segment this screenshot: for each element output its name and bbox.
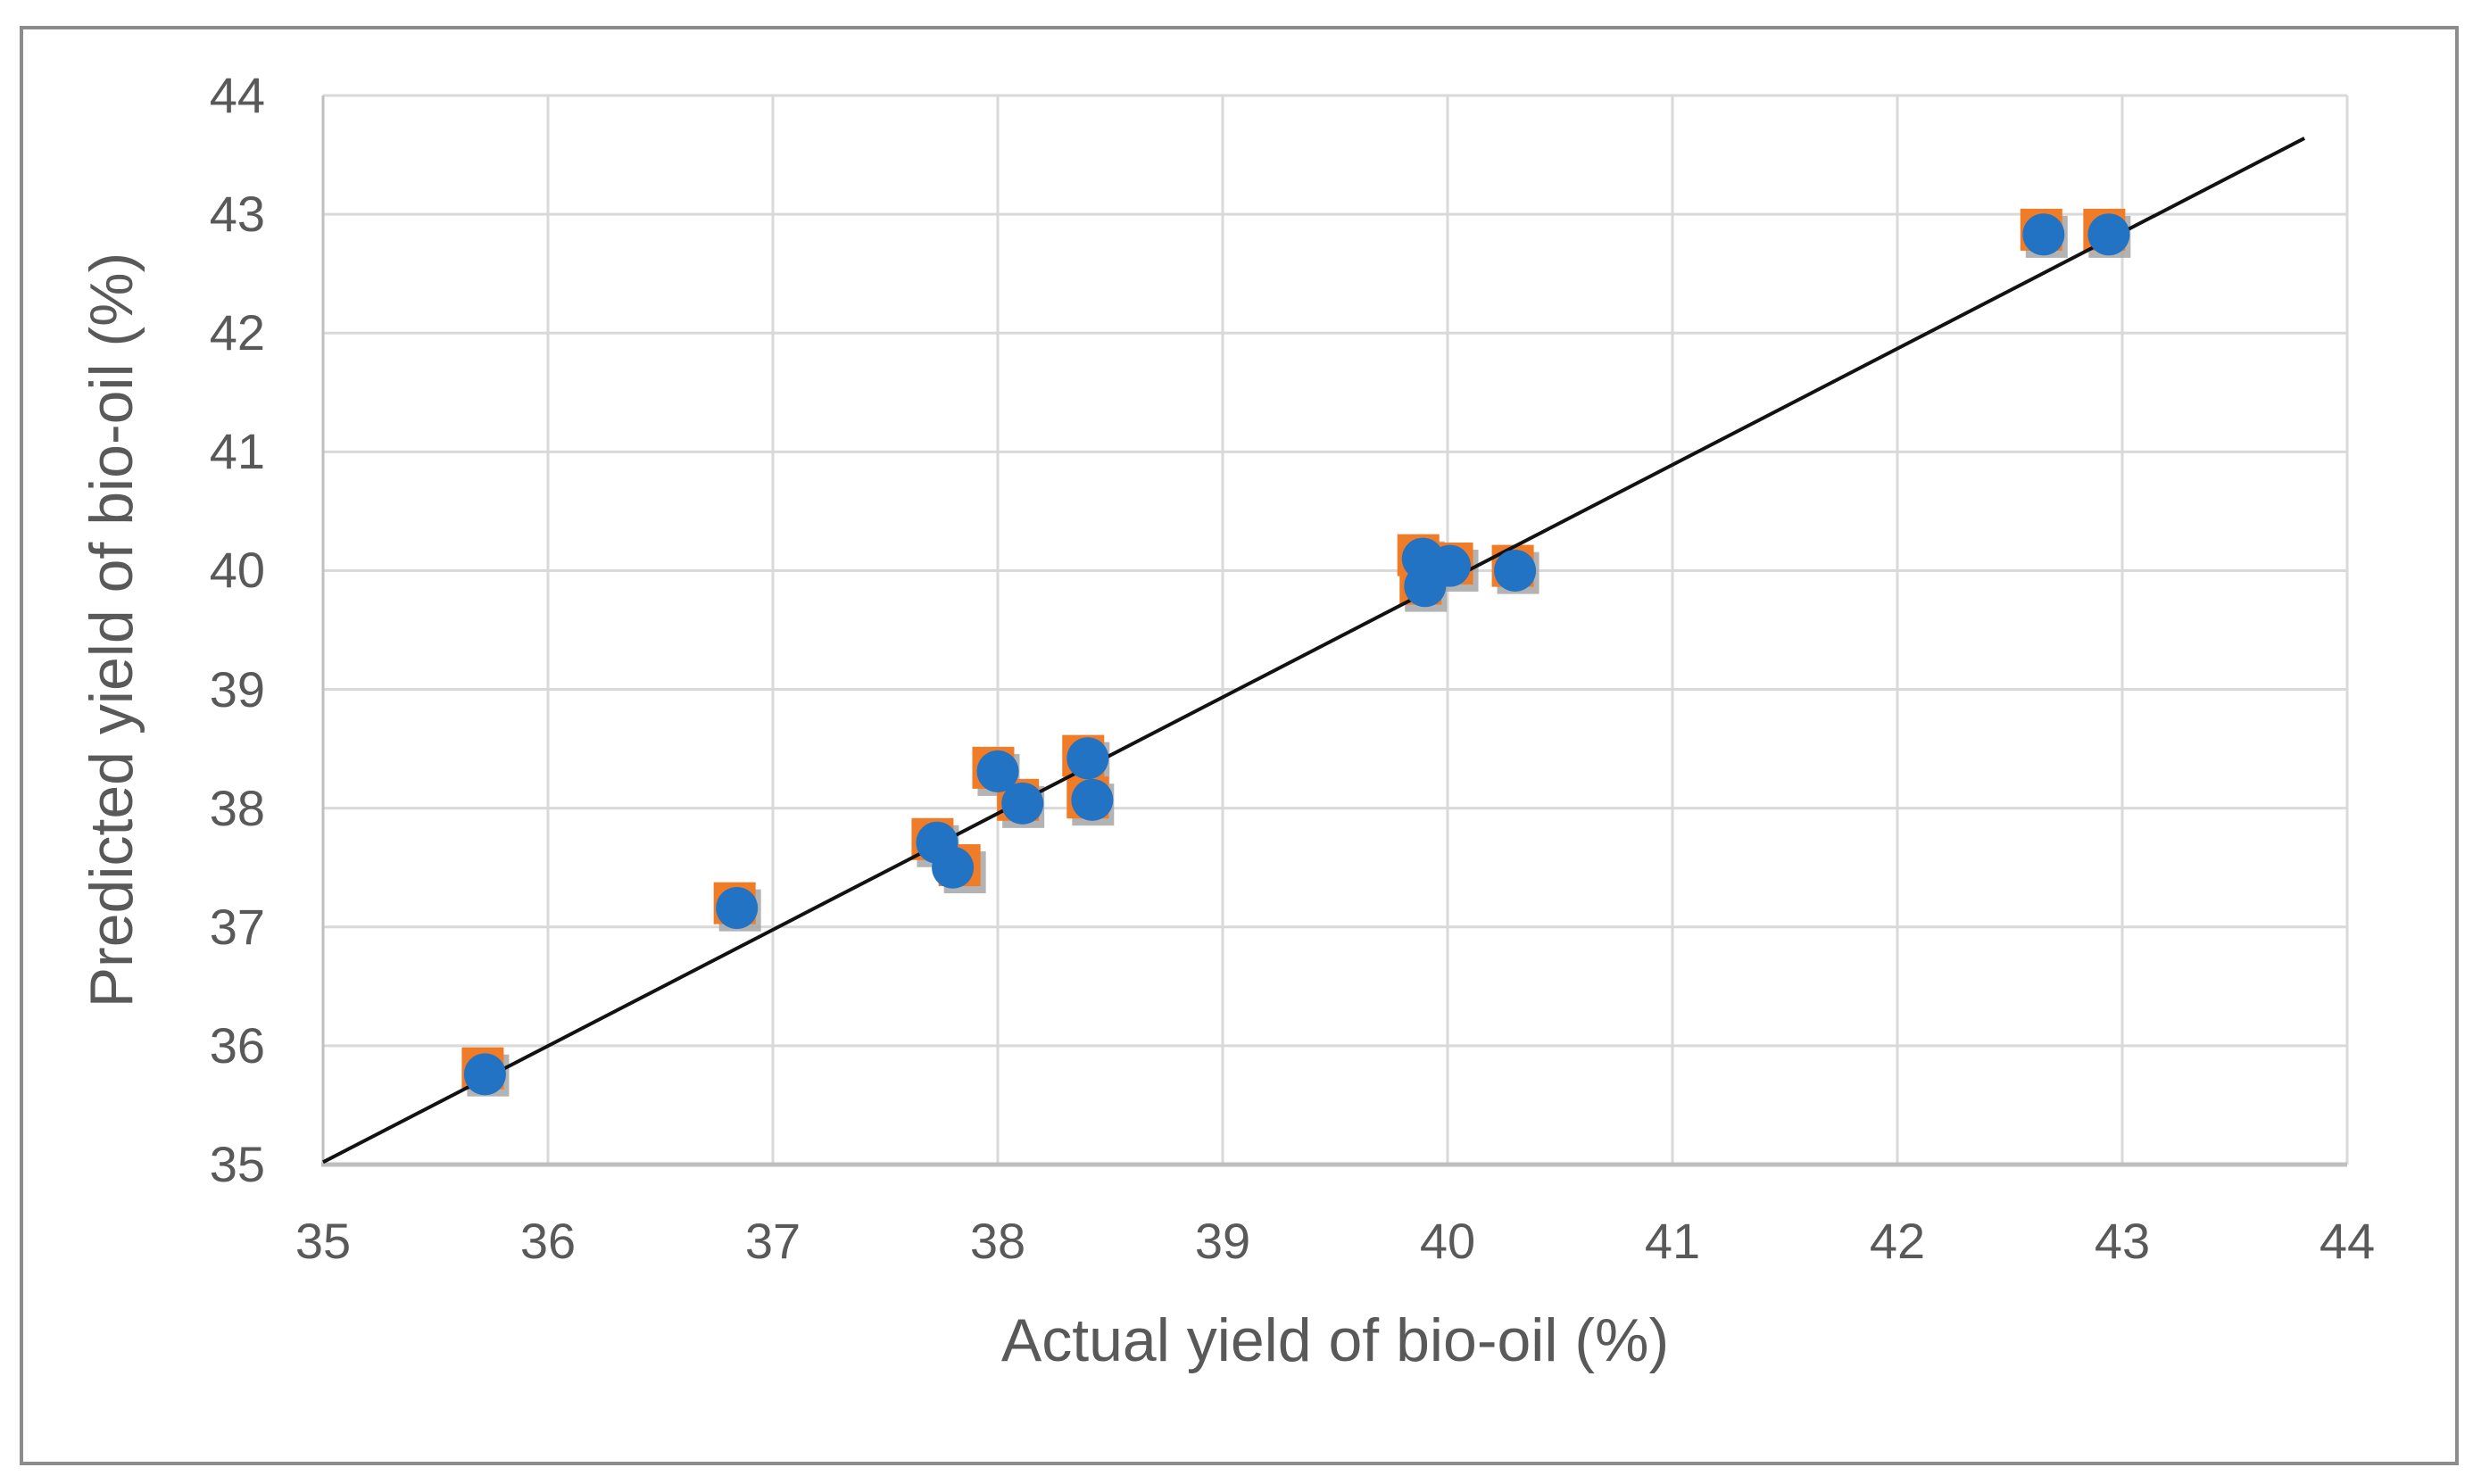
y-tick-label-40: 40 — [209, 542, 265, 599]
x-tick-label-41: 41 — [1644, 1213, 1701, 1269]
data-point-circle — [463, 1053, 506, 1096]
y-tick-label-41: 41 — [209, 423, 265, 480]
y-tick-label-38: 38 — [209, 779, 265, 836]
data-point-circle — [1071, 778, 1114, 821]
data-point-circle — [1066, 737, 1109, 780]
data-point-circle — [932, 846, 975, 889]
y-tick-label-35: 35 — [209, 1136, 265, 1192]
data-point-circle — [716, 886, 759, 929]
x-tick-label-38: 38 — [969, 1213, 1026, 1269]
y-tick-label-44: 44 — [209, 67, 265, 123]
y-tick-label-39: 39 — [209, 660, 265, 717]
y-tick-label-37: 37 — [209, 898, 265, 955]
data-point-circle — [2087, 213, 2130, 256]
x-tick-label-35: 35 — [295, 1213, 352, 1269]
figure-border — [20, 26, 2459, 1465]
data-point-circle — [2022, 213, 2065, 256]
x-tick-label-42: 42 — [1869, 1213, 1926, 1269]
x-tick-label-37: 37 — [744, 1213, 801, 1269]
x-tick-label-44: 44 — [2319, 1213, 2376, 1269]
data-point-circle — [1404, 565, 1447, 608]
data-point-circle — [1001, 782, 1044, 825]
x-axis-title: Actual yield of bio-oil (%) — [1000, 1306, 1670, 1374]
x-tick-label-40: 40 — [1419, 1213, 1476, 1269]
trendline — [322, 137, 2306, 1165]
y-tick-label-43: 43 — [209, 186, 265, 243]
x-tick-label-39: 39 — [1194, 1213, 1251, 1269]
y-axis-title: Predicted yield of bio-oil (%) — [78, 252, 145, 1008]
data-point-circle — [1494, 549, 1537, 592]
data-point-circle — [976, 750, 1019, 792]
x-tick-label-43: 43 — [2094, 1213, 2151, 1269]
y-tick-label-42: 42 — [209, 304, 265, 361]
y-tick-label-36: 36 — [209, 1016, 265, 1074]
x-tick-label-36: 36 — [519, 1213, 577, 1269]
